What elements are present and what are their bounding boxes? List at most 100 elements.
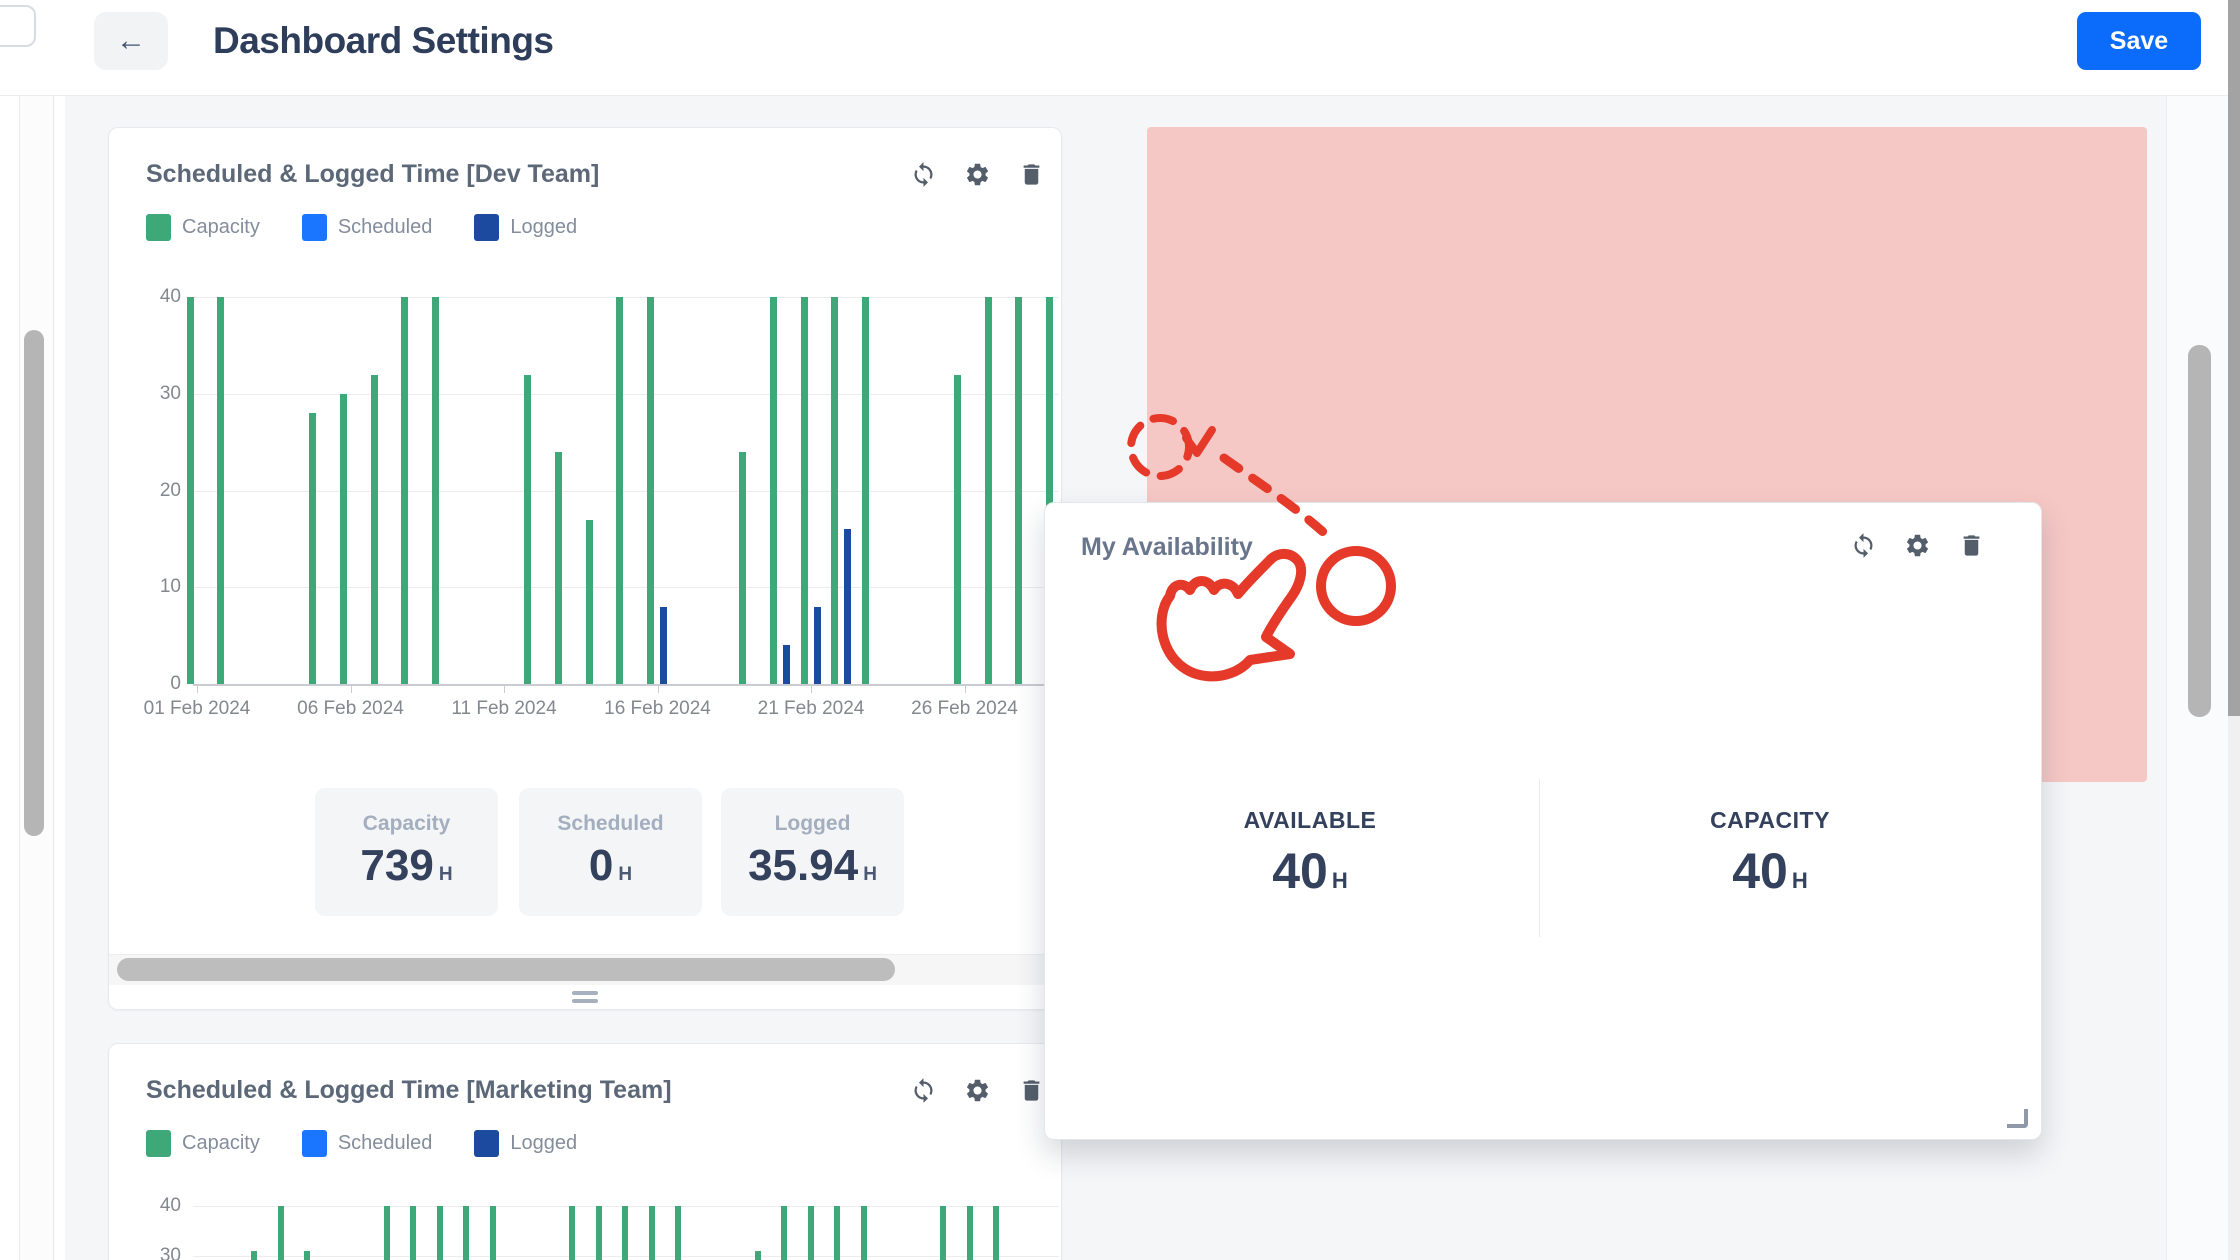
logged-bar [782, 645, 790, 684]
x-axis-tick [350, 684, 352, 693]
logged-swatch-icon [474, 214, 500, 241]
capacity-bar [807, 1206, 814, 1260]
capacity-bar [463, 1206, 469, 1260]
legend-item: Logged [474, 214, 577, 241]
legend-item: Scheduled [301, 214, 432, 241]
capacity-bar [309, 413, 317, 684]
window-scrollbar-thumb[interactable] [2228, 0, 2240, 716]
y-axis-label: 30 [159, 382, 181, 404]
widget-actions [909, 1076, 1045, 1104]
legend-item: Logged [474, 1130, 577, 1157]
chart-horizontal-scrollbar [109, 954, 1061, 986]
gear-icon[interactable] [963, 1076, 991, 1104]
x-axis-tick [197, 684, 198, 693]
capacity-bar [401, 297, 409, 684]
capacity-bar [831, 297, 839, 684]
widget-corner-resize-handle[interactable] [2007, 1109, 2028, 1128]
x-axis-tick [811, 684, 812, 693]
capacity-bar [304, 1251, 310, 1260]
capacity-bar [993, 1206, 999, 1260]
refresh-icon[interactable] [1849, 531, 1877, 559]
capacity-bar [648, 1206, 655, 1260]
save-button[interactable]: Save [2077, 12, 2201, 70]
chart-gridline [193, 490, 1059, 492]
y-axis-label: 20 [159, 479, 181, 501]
capacity-bar [861, 297, 869, 684]
capacity-bar [524, 374, 532, 684]
logged-swatch-icon [474, 1130, 500, 1157]
x-axis-label: 16 Feb 2024 [604, 698, 711, 719]
sidebar-edge-panel [0, 5, 36, 47]
capacity-bar [436, 1206, 443, 1260]
x-axis-label: 01 Feb 2024 [143, 698, 251, 719]
chart-horizontal-scrollbar-thumb[interactable] [117, 958, 895, 981]
legend-item: Capacity [146, 214, 260, 241]
divider [1539, 779, 1540, 937]
x-axis-tick [964, 684, 966, 693]
capacity-bar [966, 1206, 973, 1260]
capacity-bar [383, 1206, 390, 1260]
gear-icon[interactable] [1903, 531, 1931, 559]
content-scrollbar-track[interactable] [2166, 95, 2229, 1260]
capacity-bar [769, 297, 777, 684]
x-axis-tick [504, 684, 505, 693]
left-scrollbar-track[interactable] [19, 95, 54, 1260]
availability-capacity: CAPACITY 40 H [1710, 807, 1830, 899]
refresh-icon[interactable] [909, 1076, 937, 1104]
widget-title: Scheduled & Logged Time [Dev Team] [146, 160, 600, 188]
capacity-bar [186, 297, 194, 684]
capacity-bar [754, 1251, 761, 1260]
capacity-bar [616, 297, 624, 684]
capacity-bar [954, 374, 961, 684]
scheduled-swatch-icon [301, 214, 327, 241]
capacity-bar [984, 297, 992, 684]
y-axis-label: 10 [159, 576, 181, 598]
capacity-bar [569, 1206, 575, 1260]
widget-title: My Availability [1081, 533, 1253, 561]
trash-icon[interactable] [1017, 160, 1045, 188]
widget-my-availability[interactable]: My Availability AVAILABLE 40 H CAPACITY 4… [1044, 502, 2042, 1140]
legend-item: Scheduled [301, 1130, 432, 1157]
chart-legend: Capacity Scheduled Logged [146, 1130, 577, 1157]
y-axis-label: 40 [159, 1195, 181, 1216]
capacity-bar [781, 1206, 787, 1260]
chart-gridline [193, 393, 1059, 395]
capacity-swatch-icon [146, 1130, 171, 1157]
capacity-bar [585, 519, 593, 684]
capacity-bar [1015, 297, 1023, 684]
chart-legend: Capacity Scheduled Logged [146, 214, 577, 241]
chart-gridline [193, 1206, 1059, 1207]
capacity-bar [940, 1206, 946, 1260]
capacity-bar [834, 1206, 840, 1260]
trash-icon[interactable] [1957, 531, 1985, 559]
capacity-bar [860, 1206, 867, 1260]
logged-bar [813, 606, 821, 684]
y-axis-label: 30 [159, 1245, 181, 1260]
capacity-bar [622, 1206, 628, 1260]
refresh-icon[interactable] [909, 160, 937, 188]
capacity-bar [340, 393, 347, 684]
capacity-bar [554, 451, 562, 684]
gear-icon[interactable] [963, 160, 991, 188]
x-axis-label: 21 Feb 2024 [757, 698, 865, 719]
page-title: Dashboard Settings [213, 20, 554, 61]
content-scrollbar-thumb[interactable] [2188, 345, 2211, 717]
capacity-bar [410, 1206, 416, 1260]
trash-icon[interactable] [1017, 1076, 1045, 1104]
widget-dev-team: Scheduled & Logged Time [Dev Team] Capac… [108, 127, 1062, 1010]
y-axis-label: 0 [170, 673, 181, 694]
widget-actions [909, 160, 1045, 188]
window-scrollbar-track[interactable] [2228, 0, 2240, 1260]
chart-gridline [193, 1256, 1059, 1257]
capacity-bar [370, 374, 378, 684]
x-axis-label: 26 Feb 2024 [911, 698, 1018, 719]
back-button[interactable]: ← [94, 12, 168, 70]
dashboard-grid-canvas: Scheduled & Logged Time [Dev Team] Capac… [65, 95, 2228, 1260]
legend-item: Capacity [146, 1130, 260, 1157]
widget-resize-handle[interactable] [109, 985, 1061, 1009]
left-scrollbar-thumb[interactable] [24, 330, 44, 836]
x-axis-label: 11 Feb 2024 [451, 698, 557, 719]
capacity-bar [647, 297, 654, 684]
capacity-bar [595, 1206, 602, 1260]
